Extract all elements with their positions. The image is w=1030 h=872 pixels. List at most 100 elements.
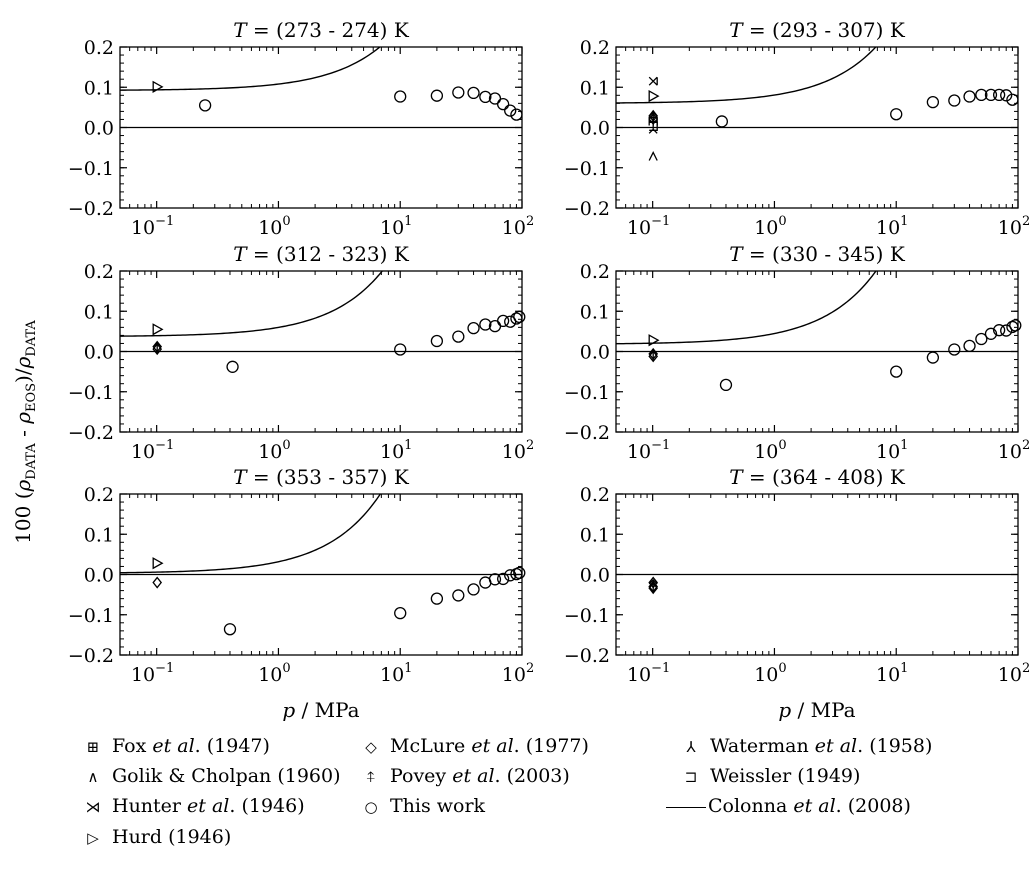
x-tick-label: 100 [258, 661, 290, 686]
x-tick-exponent: 2 [1022, 438, 1030, 453]
x-tick-label: 102 [502, 661, 534, 686]
marker-circle [510, 312, 523, 325]
x-tick-base: 10 [131, 664, 155, 686]
x-tick-label: 102 [998, 661, 1030, 686]
x-tick-exponent: 1 [404, 661, 412, 676]
y-axis-label-part: 100 ( [11, 491, 35, 543]
marker-circle [496, 314, 510, 328]
x-tick-exponent: −1 [155, 661, 174, 676]
marker-circle [975, 88, 988, 102]
marker-circle [496, 314, 510, 328]
marker-circle [430, 89, 444, 102]
marker-circle [452, 330, 465, 343]
marker-circle [926, 95, 940, 109]
marker-circle [504, 569, 517, 582]
marker-circle [890, 108, 903, 121]
y-tick-label: −0.2 [564, 422, 610, 444]
panel-title: T = (293 - 307) K [729, 18, 906, 42]
marker-circle [467, 583, 480, 596]
panel-title: T = (364 - 408) K [729, 465, 906, 489]
chart-panel-2: T = (293 - 307) K0.20.10.0−0.1−0.210−1 10… [564, 18, 1030, 239]
marker-circle [504, 104, 517, 117]
marker-circle [504, 569, 517, 582]
marker-diamond [648, 580, 659, 593]
marker-circle [488, 573, 502, 586]
x-tick-base: 10 [258, 664, 282, 686]
x-axis-label: p / MPa [282, 698, 359, 722]
marker-caret [648, 151, 658, 161]
y-tick-label: −0.1 [564, 382, 610, 404]
y-axis-label-part: ρ [11, 479, 35, 492]
y-axis-label-part: )/ [11, 368, 35, 383]
marker-circle [963, 339, 976, 353]
title-variable: T [729, 18, 744, 42]
y-tick-label: 0.0 [84, 565, 114, 587]
marker-diamond [648, 350, 659, 363]
title-variable: T [233, 242, 248, 266]
colonna-curve [120, 47, 381, 91]
marker-triangle-right [648, 89, 660, 103]
y-tick-label: 0.0 [84, 342, 114, 364]
x-tick-exponent: 1 [900, 661, 908, 676]
marker-diamond [152, 343, 163, 356]
x-tick-exponent: 0 [282, 438, 290, 453]
marker-arrow-up [152, 341, 162, 354]
x-tick-label: 10−1 [627, 438, 670, 463]
x-tick-label: 100 [258, 438, 290, 463]
marker-circle [1006, 320, 1019, 334]
marker-circle [890, 365, 903, 378]
marker-circle [198, 99, 212, 112]
y-tick-label: −0.1 [564, 605, 610, 627]
marker-circle [467, 86, 480, 100]
x-tick-base: 10 [876, 217, 900, 239]
x-tick-label: 100 [258, 214, 290, 239]
x-tick-exponent: −1 [651, 214, 670, 229]
marker-circle [467, 322, 480, 335]
chart-panel-3: T = (312 - 323) K0.20.10.0−0.1−0.210−1 10… [68, 242, 534, 463]
marker-circle [496, 98, 510, 111]
marker-hurd [648, 334, 660, 347]
x-tick-base: 10 [380, 664, 404, 686]
marker-circle [992, 324, 1006, 337]
marker-circle [452, 86, 465, 99]
x-tick-exponent: 0 [778, 661, 786, 676]
y-tick-label: 0.2 [84, 37, 114, 59]
y-tick-label: 0.0 [580, 565, 610, 587]
marker-circle [984, 327, 998, 340]
marker-circle [890, 365, 903, 378]
marker-povey [152, 341, 162, 354]
x-tick-label: 102 [502, 214, 534, 239]
x-axis-label: p / MPa [778, 698, 855, 722]
x-tick-label: 101 [380, 214, 412, 239]
x-tick-base: 10 [754, 217, 778, 239]
marker-circle [430, 89, 444, 102]
panel-title: T = (330 - 345) K [729, 242, 906, 266]
marker-povey [648, 579, 658, 591]
marker-mclure [648, 580, 659, 593]
x-tick-label: 102 [998, 214, 1030, 239]
marker-circle [975, 88, 988, 102]
x-tick-base: 10 [998, 441, 1022, 463]
x-axis-label-unit: / MPa [295, 698, 359, 722]
marker-circle [488, 573, 502, 586]
x-tick-exponent: 0 [282, 661, 290, 676]
marker-mclure [648, 350, 659, 363]
title-range: = (330 - 345) K [743, 242, 906, 266]
marker-circle [496, 98, 510, 111]
marker-mclure [152, 576, 163, 589]
x-tick-label: 101 [876, 661, 908, 686]
marker-circle [394, 343, 407, 356]
marker-circle [513, 310, 526, 324]
panel-title: T = (312 - 323) K [233, 242, 410, 266]
marker-circle [975, 332, 988, 346]
marker-circle [513, 310, 526, 324]
y-axis-label-part: ρ [11, 412, 35, 425]
chart-panel-5: T = (353 - 357) K0.20.10.0−0.1−0.210−1 10… [68, 465, 534, 722]
x-tick-base: 10 [502, 664, 526, 686]
marker-circle [992, 88, 1006, 102]
marker-circle [715, 115, 729, 128]
marker-circle [975, 332, 988, 346]
y-tick-label: −0.1 [68, 158, 114, 180]
x-tick-exponent: 2 [526, 438, 534, 453]
title-range: = (293 - 307) K [743, 18, 906, 42]
